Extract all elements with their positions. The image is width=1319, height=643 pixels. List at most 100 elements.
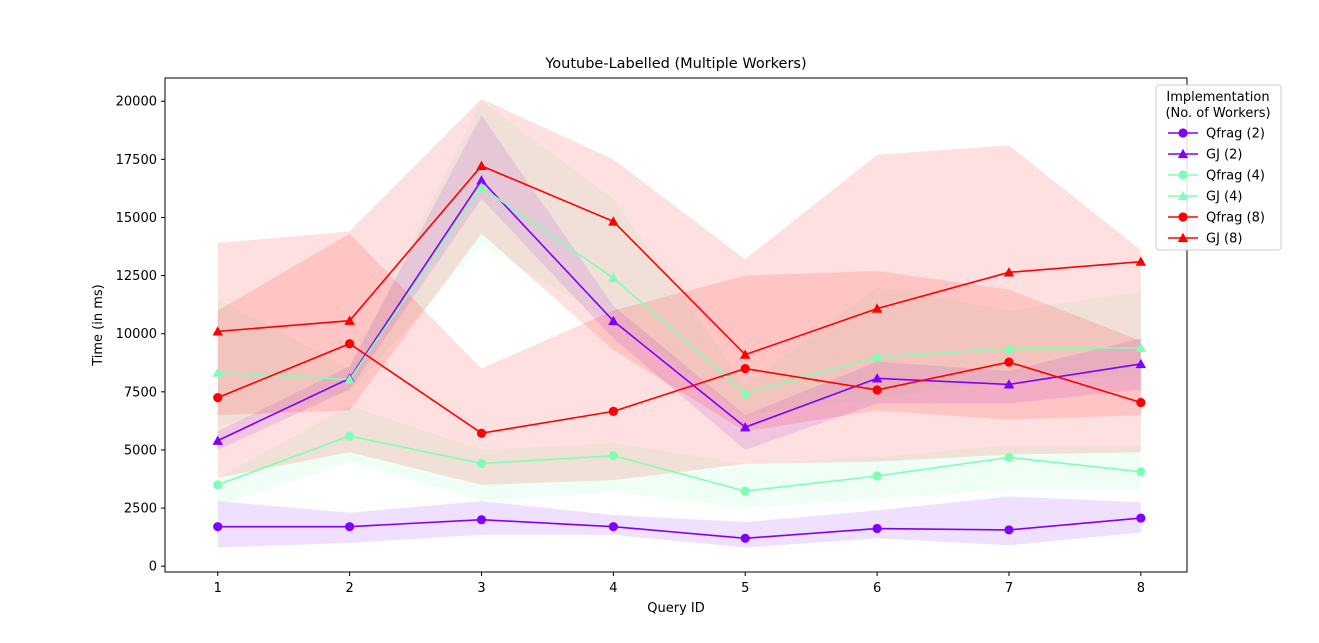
- legend-title-line-2: (No. of Workers): [1165, 106, 1270, 121]
- point-s3-q5: [740, 486, 750, 496]
- point-s2-q6: [871, 373, 883, 383]
- point-s4-q8: [1135, 342, 1147, 352]
- legend-label-4: GJ (4): [1206, 190, 1242, 205]
- point-s6-q4: [608, 216, 619, 226]
- point-s5-q8: [1136, 397, 1146, 408]
- point-s2-q1: [212, 435, 223, 445]
- point-s1-q8: [1136, 513, 1146, 523]
- point-s4-q6: [871, 351, 883, 362]
- y-tick-label-5000: 5000: [124, 443, 157, 458]
- x-tick-label-5: 5: [741, 581, 749, 596]
- point-s6-q5: [740, 349, 751, 359]
- band-3: [217, 405, 1141, 509]
- point-s4-q4: [608, 272, 619, 283]
- point-s3-q3: [476, 458, 487, 469]
- x-tick-label-6: 6: [873, 581, 881, 596]
- plot-area-frame: [164, 77, 1188, 573]
- point-s5-q4: [608, 406, 618, 416]
- point-s1-q4: [608, 522, 618, 532]
- legend-marker-1: [1178, 128, 1188, 138]
- point-s4-q7: [1003, 343, 1015, 353]
- x-tick-label-3: 3: [477, 581, 485, 596]
- legend-box: [1155, 84, 1282, 251]
- series-lines: [217, 164, 1142, 540]
- point-s5-q5: [740, 363, 750, 374]
- point-s1-q6: [872, 523, 882, 534]
- point-s5-q6: [872, 385, 882, 395]
- point-s4-q3: [476, 182, 487, 192]
- point-s3-q1: [213, 480, 223, 490]
- point-s3-q2: [345, 431, 355, 441]
- point-s4-q2: [344, 374, 355, 384]
- point-s6-q3: [476, 160, 487, 171]
- legend-marker-2: [1177, 148, 1189, 159]
- legend-marker-5: [1178, 212, 1188, 222]
- point-s1-q1: [213, 522, 223, 532]
- band-5: [217, 233, 1141, 485]
- point-s1-q5: [740, 533, 750, 543]
- x-axis-label: Query ID: [647, 601, 704, 616]
- x-tick-label-8: 8: [1137, 581, 1145, 596]
- series-line-4: [217, 186, 1141, 394]
- point-s6-q6: [871, 303, 883, 313]
- point-s5-q7: [1004, 357, 1014, 367]
- point-s1-q3: [476, 515, 487, 525]
- series-line-5: [217, 342, 1142, 435]
- point-s4-q5: [740, 387, 751, 398]
- y-axis-label: Time (in ms): [91, 284, 106, 367]
- legend-marker-4: [1177, 190, 1189, 201]
- point-s6-q7: [1003, 267, 1015, 277]
- point-s2-q5: [740, 421, 751, 432]
- point-s3-q7: [1004, 452, 1014, 462]
- x-axis: 1 2 3 4 5 6 7 8: [214, 572, 1145, 596]
- legend-label-6: GJ (8): [1206, 232, 1242, 247]
- x-tick-label-1: 1: [214, 581, 222, 596]
- series-line-6: [217, 164, 1141, 356]
- band-4: [217, 101, 1141, 427]
- legend-title-line-1: Implementation: [1166, 90, 1269, 105]
- point-s2-q7: [1003, 379, 1015, 389]
- point-s4-q1: [212, 367, 223, 377]
- legend-entries: Qfrag (2) GJ (2) Qfrag (4) GJ (4) Qfrag (8) G…: [1168, 127, 1265, 247]
- y-tick-label-20000: 20000: [116, 95, 157, 110]
- y-tick-label-12500: 12500: [116, 269, 157, 284]
- point-s3-q6: [872, 471, 882, 481]
- point-s1-q2: [345, 522, 355, 532]
- series-line-3: [217, 435, 1141, 492]
- x-tick-label-7: 7: [1005, 581, 1013, 596]
- x-tick-label-2: 2: [345, 581, 353, 596]
- point-s1-q7: [1004, 525, 1014, 535]
- point-s3-q8: [1136, 467, 1146, 477]
- legend-marker-6: [1177, 232, 1189, 243]
- point-s2-q4: [608, 315, 619, 326]
- legend: Implementation (No. of Workers) Qfrag (2…: [1155, 84, 1282, 251]
- y-tick-label-15000: 15000: [116, 211, 157, 226]
- legend-label-2: GJ (2): [1206, 148, 1242, 163]
- point-s6-q1: [212, 326, 223, 336]
- x-tick-label-4: 4: [609, 581, 617, 596]
- y-tick-label-2500: 2500: [124, 502, 157, 517]
- series-markers: [212, 160, 1147, 543]
- point-s5-q3: [476, 428, 487, 438]
- band-1: [217, 496, 1141, 548]
- y-axis: 0 2500 5000 7500 10000 12500 15000 17500 20000: [116, 95, 165, 575]
- point-s2-q3: [476, 175, 487, 185]
- error-bands: [217, 98, 1141, 548]
- band-2: [217, 115, 1141, 450]
- point-s3-q4: [608, 451, 618, 461]
- legend-label-5: Qfrag (8): [1206, 211, 1265, 226]
- point-s6-q2: [344, 315, 355, 325]
- legend-label-1: Qfrag (2): [1206, 127, 1265, 142]
- point-s5-q2: [345, 339, 355, 349]
- series-line-2: [217, 179, 1141, 442]
- series-line-1: [217, 517, 1141, 540]
- y-tick-label-10000: 10000: [116, 327, 157, 342]
- chart-title: Youtube-Labelled (Multiple Workers): [544, 56, 806, 72]
- y-tick-label-0: 0: [149, 560, 157, 575]
- legend-label-3: Qfrag (4): [1206, 169, 1265, 184]
- point-s2-q8: [1135, 358, 1147, 369]
- legend-marker-3: [1178, 170, 1188, 180]
- band-6: [217, 98, 1141, 432]
